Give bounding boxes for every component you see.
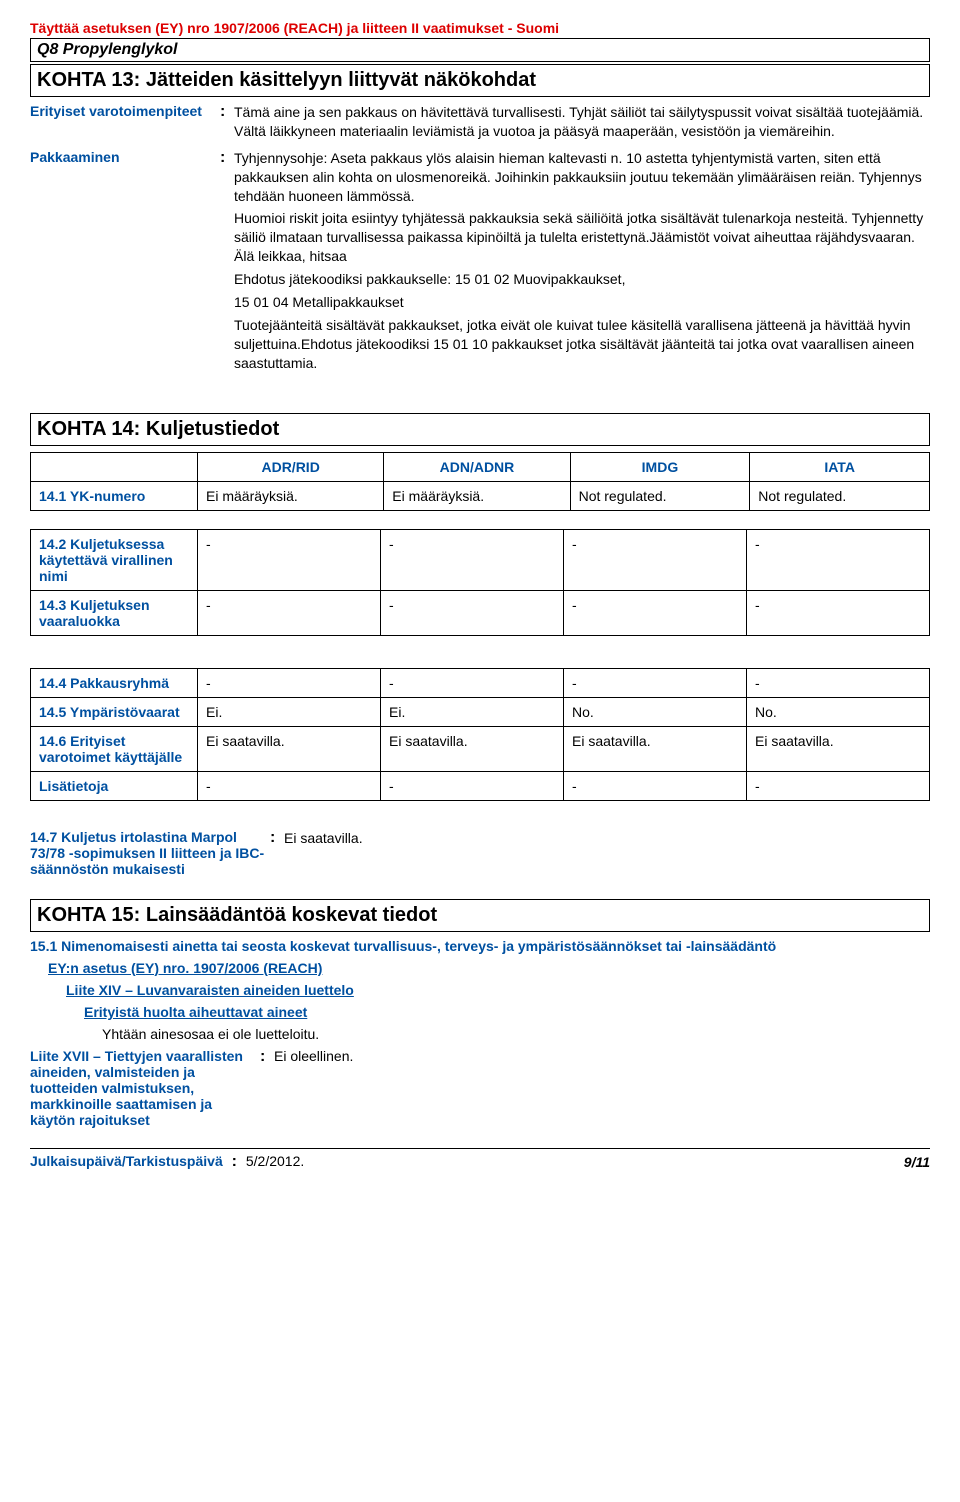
annex17-label: Liite XVII – Tiettyjen vaarallisten aine… [30, 1048, 260, 1128]
cell: - [747, 668, 930, 697]
product-name: Q8 Propylenglykol [37, 41, 177, 58]
compliance-header: Täyttää asetuksen (EY) nro 1907/2006 (RE… [30, 20, 930, 36]
cell: - [564, 590, 747, 635]
th-adr: ADR/RID [198, 452, 384, 481]
row-pakkaaminen: Pakkaaminen : Tyhjennysohje: Aseta pakka… [30, 149, 930, 377]
th-imdg: IMDG [570, 452, 750, 481]
row-label-14-5: 14.5 Ympäristövaarat [31, 697, 198, 726]
cell: Ei saatavilla. [381, 726, 564, 771]
cell: - [381, 529, 564, 590]
section-13-header: KOHTA 13: Jätteiden käsittelyyn liittyvä… [30, 64, 930, 97]
cell: Not regulated. [750, 481, 930, 510]
cell: Not regulated. [570, 481, 750, 510]
section-13-title: KOHTA 13: Jätteiden käsittelyyn liittyvä… [37, 69, 536, 91]
row-label-14-1: 14.1 YK-numero [31, 481, 198, 510]
th-iata: IATA [750, 452, 930, 481]
section-15-title: KOHTA 15: Lainsäädäntöä koskevat tiedot [37, 904, 437, 926]
concern-line: Erityistä huolta aiheuttavat aineet [84, 1004, 930, 1020]
cell: No. [564, 697, 747, 726]
footer-left: Julkaisupäivä/Tarkistuspäivä : 5/2/2012. [30, 1153, 304, 1171]
cell: - [747, 590, 930, 635]
cell: - [564, 771, 747, 800]
sub-15-1: 15.1 Nimenomaisesti ainetta tai seosta k… [30, 938, 930, 954]
cell: - [198, 529, 381, 590]
cell: - [198, 668, 381, 697]
section-14-header: KOHTA 14: Kuljetustiedot [30, 413, 930, 446]
row-label-14-2: 14.2 Kuljetuksessa käytettävä virallinen… [31, 529, 198, 590]
footer: Julkaisupäivä/Tarkistuspäivä : 5/2/2012.… [30, 1148, 930, 1171]
annex17-row: Liite XVII – Tiettyjen vaarallisten aine… [30, 1048, 930, 1128]
cell: - [381, 771, 564, 800]
table-row: 14.4 Pakkausryhmä - - - - [31, 668, 930, 697]
cell: Ei määräyksiä. [384, 481, 570, 510]
value-14-7: Ei saatavilla. [284, 829, 930, 877]
label-14-7: 14.7 Kuljetus irtolastina Marpol 73/78 -… [30, 829, 270, 877]
label-pakkaaminen: Pakkaaminen [30, 149, 220, 377]
cell: - [381, 590, 564, 635]
transport-table-2: 14.2 Kuljetuksessa käytettävä virallinen… [30, 529, 930, 636]
cell: - [381, 668, 564, 697]
colon: : [220, 149, 234, 377]
pakkaaminen-p4: 15 01 04 Metallipakkaukset [234, 293, 930, 312]
cell: Ei. [198, 697, 381, 726]
pakkaaminen-p1: Tyhjennysohje: Aseta pakkaus ylös alaisi… [234, 149, 930, 206]
table-row: 14.6 Erityiset varotoimet käyttäjälle Ei… [31, 726, 930, 771]
cell: Ei. [381, 697, 564, 726]
colon: : [270, 829, 284, 877]
table-header-row: ADR/RID ADN/ADNR IMDG IATA [31, 452, 930, 481]
cell: - [198, 590, 381, 635]
value-pakkaaminen: Tyhjennysohje: Aseta pakkaus ylös alaisi… [234, 149, 930, 377]
row-erityiset-varotoimenpiteet: Erityiset varotoimenpiteet : Tämä aine j… [30, 103, 930, 141]
reach-line: EY:n asetus (EY) nro. 1907/2006 (REACH) [48, 960, 930, 976]
colon: : [220, 103, 234, 141]
table-row: 14.1 YK-numero Ei määräyksiä. Ei määräyk… [31, 481, 930, 510]
row-label-lisatietoja: Lisätietoja [31, 771, 198, 800]
table-row: 14.2 Kuljetuksessa käytettävä virallinen… [31, 529, 930, 590]
footer-page: 9/11 [904, 1154, 930, 1170]
cell: No. [747, 697, 930, 726]
cell: - [747, 771, 930, 800]
annex17-value: Ei oleellinen. [274, 1048, 353, 1128]
cell: Ei määräyksiä. [198, 481, 384, 510]
th-empty [31, 452, 198, 481]
section-14-title: KOHTA 14: Kuljetustiedot [37, 418, 279, 440]
value-varotoimenpiteet: Tämä aine ja sen pakkaus on hävitettävä … [234, 103, 930, 141]
transport-table-3: 14.4 Pakkausryhmä - - - - 14.5 Ympäristö… [30, 668, 930, 801]
cell: Ei saatavilla. [564, 726, 747, 771]
transport-table-1: ADR/RID ADN/ADNR IMDG IATA 14.1 YK-numer… [30, 452, 930, 511]
product-box: Q8 Propylenglykol [30, 38, 930, 62]
row-label-14-4: 14.4 Pakkausryhmä [31, 668, 198, 697]
section-15-header: KOHTA 15: Lainsäädäntöä koskevat tiedot [30, 899, 930, 932]
pakkaaminen-p3: Ehdotus jätekoodiksi pakkaukselle: 15 01… [234, 270, 930, 289]
th-adn: ADN/ADNR [384, 452, 570, 481]
colon: : [260, 1048, 274, 1128]
annex14-line: Liite XIV – Luvanvaraisten aineiden luet… [66, 982, 930, 998]
row-label-14-3: 14.3 Kuljetuksen vaaraluokka [31, 590, 198, 635]
row-14-7: 14.7 Kuljetus irtolastina Marpol 73/78 -… [30, 829, 930, 877]
cell: - [747, 529, 930, 590]
pakkaaminen-p5: Tuotejäänteitä sisältävät pakkaukset, jo… [234, 316, 930, 373]
cell: Ei saatavilla. [747, 726, 930, 771]
table-row: Lisätietoja - - - - [31, 771, 930, 800]
row-label-14-6: 14.6 Erityiset varotoimet käyttäjälle [31, 726, 198, 771]
label-varotoimenpiteet: Erityiset varotoimenpiteet [30, 103, 220, 141]
none-listed: Yhtään ainesosaa ei ole luetteloitu. [102, 1026, 930, 1042]
footer-label: Julkaisupäivä/Tarkistuspäivä [30, 1153, 223, 1169]
cell: - [564, 529, 747, 590]
table-row: 14.5 Ympäristövaarat Ei. Ei. No. No. [31, 697, 930, 726]
footer-date: 5/2/2012. [246, 1153, 304, 1169]
cell: - [198, 771, 381, 800]
cell: - [564, 668, 747, 697]
pakkaaminen-p2: Huomioi riskit joita esiintyy tyhjätessä… [234, 209, 930, 266]
table-row: 14.3 Kuljetuksen vaaraluokka - - - - [31, 590, 930, 635]
cell: Ei saatavilla. [198, 726, 381, 771]
